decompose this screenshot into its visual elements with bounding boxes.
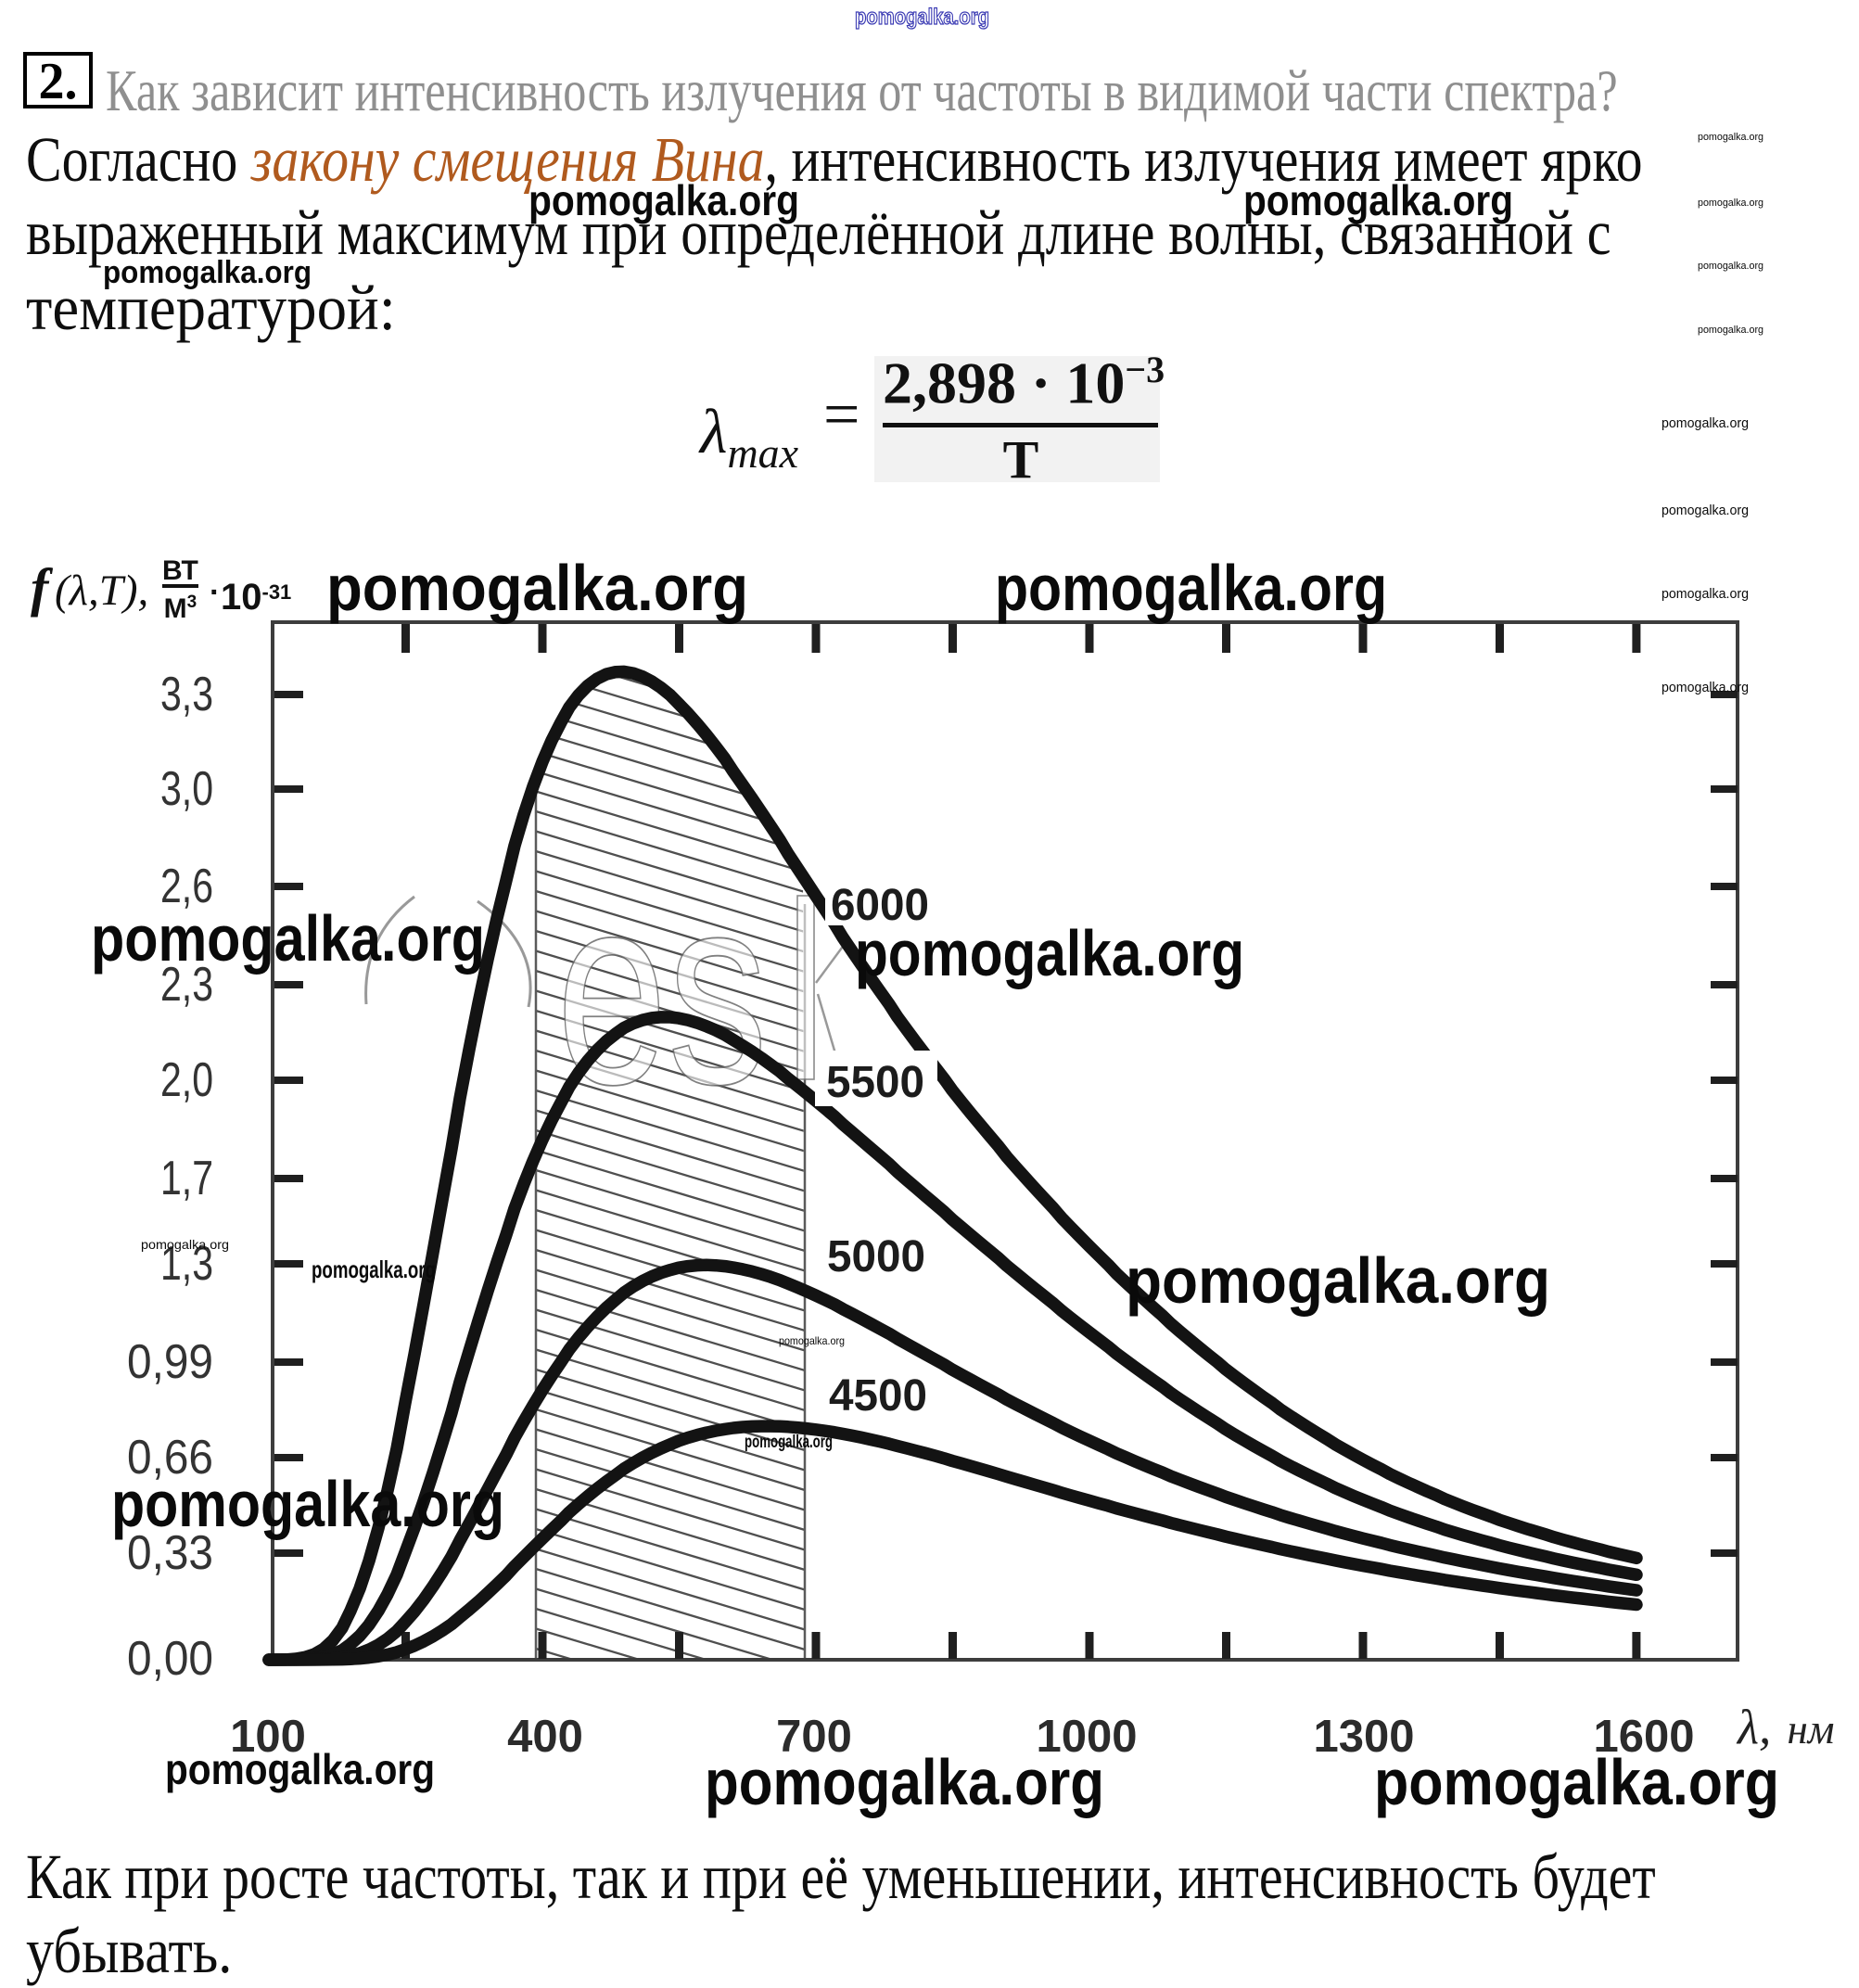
svg-text:0,99: 0,99 — [127, 1335, 213, 1389]
svg-text:pomogalka.org: pomogalka.org — [1698, 261, 1764, 272]
svg-text:0,33: 0,33 — [127, 1526, 213, 1580]
svg-text:3,3: 3,3 — [160, 668, 213, 721]
svg-text:6000: 6000 — [831, 881, 929, 930]
svg-text:pomogalka.org: pomogalka.org — [165, 1745, 435, 1793]
svg-text:1,7: 1,7 — [160, 1152, 213, 1205]
svg-text:pomogalka.org: pomogalka.org — [1698, 132, 1764, 143]
svg-text:pomogalka.org: pomogalka.org — [528, 176, 799, 224]
svg-text:pomogalka.org: pomogalka.org — [326, 552, 748, 624]
svg-text:5500: 5500 — [826, 1058, 924, 1107]
svg-text:4500: 4500 — [829, 1371, 927, 1421]
svg-text:3,0: 3,0 — [160, 762, 213, 816]
svg-text:pomogalka.org: pomogalka.org — [1662, 415, 1749, 431]
svg-text:1600: 1600 — [1593, 1712, 1694, 1762]
svg-text:pomogalka.org: pomogalka.org — [91, 902, 485, 975]
svg-text:700: 700 — [776, 1712, 852, 1762]
svg-text:2,0: 2,0 — [160, 1053, 213, 1107]
svg-text:pomogalka.org: pomogalka.org — [995, 552, 1387, 624]
svg-text:2,3: 2,3 — [160, 958, 213, 1012]
svg-text:pomogalka.org: pomogalka.org — [312, 1255, 436, 1283]
svg-text:1300: 1300 — [1313, 1712, 1414, 1762]
svg-text:pomogalka.org: pomogalka.org — [141, 1237, 229, 1252]
svg-text:0,00: 0,00 — [127, 1632, 213, 1686]
svg-text:pomogalka.org: pomogalka.org — [779, 1334, 845, 1347]
svg-text:400: 400 — [507, 1712, 583, 1762]
svg-text:es: es — [556, 838, 768, 1141]
svg-text:2,6: 2,6 — [160, 860, 213, 913]
svg-text:pomogalka.org: pomogalka.org — [1126, 1244, 1550, 1317]
svg-text:pomogalka.org: pomogalka.org — [1243, 176, 1513, 224]
svg-text:1,3: 1,3 — [160, 1237, 213, 1291]
svg-text:pomogalka.org: pomogalka.org — [1698, 325, 1764, 336]
svg-text:pomogalka.org: pomogalka.org — [1374, 1746, 1779, 1818]
svg-text:pomogalka.org: pomogalka.org — [855, 5, 989, 30]
svg-text:pomogalka.org: pomogalka.org — [1662, 586, 1749, 602]
svg-text:1000: 1000 — [1036, 1712, 1137, 1762]
svg-text:0,66: 0,66 — [127, 1431, 213, 1485]
svg-text:100: 100 — [230, 1712, 306, 1762]
svg-text:pomogalka.org: pomogalka.org — [1662, 680, 1749, 695]
svg-text:pomogalka.org: pomogalka.org — [111, 1468, 504, 1540]
svg-text:pomogalka.org: pomogalka.org — [705, 1746, 1104, 1818]
svg-text:pomogalka.org: pomogalka.org — [1698, 198, 1764, 209]
svg-text:pomogalka.org: pomogalka.org — [1662, 503, 1749, 518]
svg-text:5000: 5000 — [827, 1232, 925, 1281]
svg-text:pomogalka.org: pomogalka.org — [103, 255, 312, 290]
svg-text:pomogalka.org: pomogalka.org — [855, 917, 1244, 989]
svg-text:pomogalka.org: pomogalka.org — [745, 1433, 833, 1452]
